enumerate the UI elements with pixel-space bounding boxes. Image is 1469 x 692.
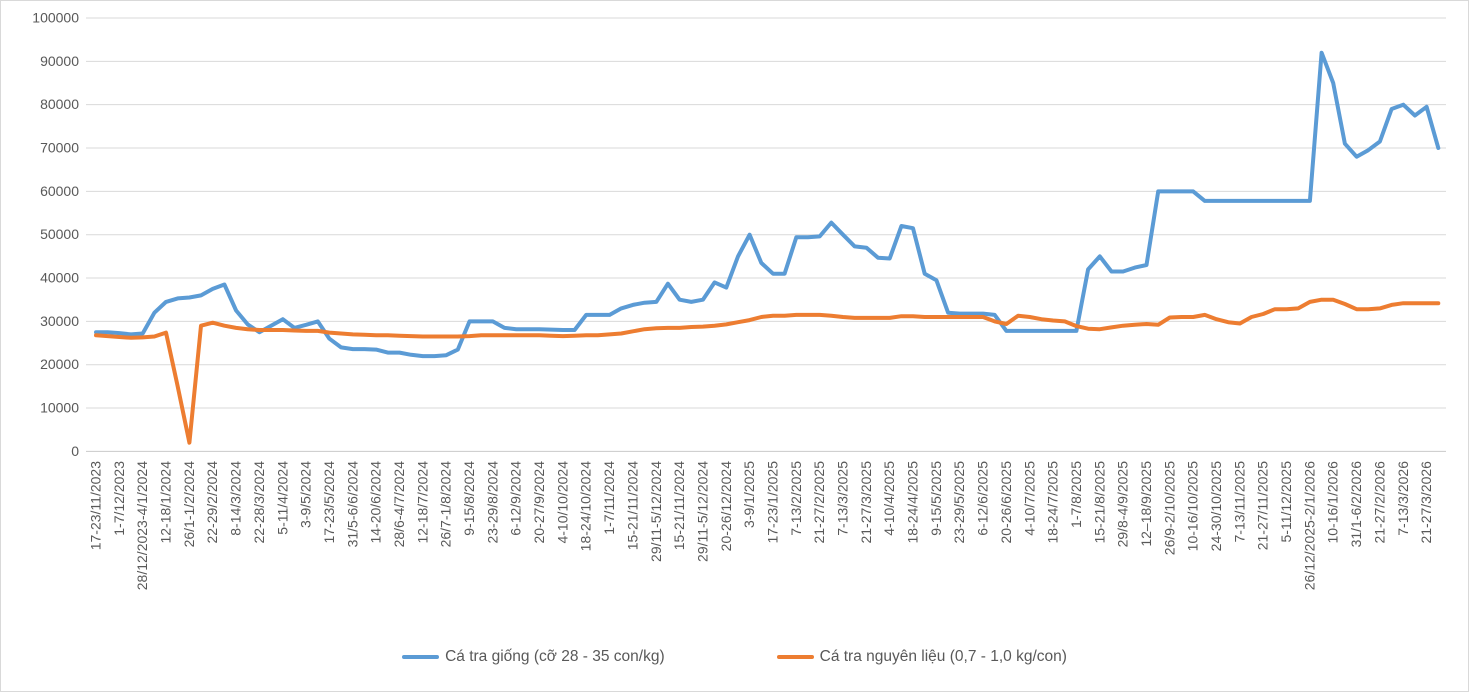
x-axis-label: 4-10/10/2024 (554, 461, 570, 544)
x-axis-label: 21-27/11/2025 (1255, 461, 1271, 550)
x-axis-label: 3-9/1/2025 (741, 461, 757, 528)
x-axis-label: 10-16/10/2025 (1185, 461, 1201, 552)
chart-legend: Cá tra giống (cỡ 28 - 35 con/kg) Cá tra … (1, 648, 1468, 666)
y-axis-label: 100000 (32, 10, 79, 26)
x-axis-label: 26/9-2/10/2025 (1161, 461, 1177, 555)
x-axis-label: 14-20/6/2024 (368, 461, 384, 544)
x-axis-label: 7-13/2/2025 (788, 461, 804, 536)
x-axis-label: 29/11-5/12/2024 (694, 461, 710, 562)
x-axis-label: 1-7/11/2024 (601, 461, 617, 535)
y-axis-label: 80000 (40, 96, 79, 112)
x-axis-label: 12-18/7/2024 (414, 461, 430, 544)
y-axis-label: 70000 (40, 140, 79, 156)
x-axis-label: 4-10/4/2025 (881, 461, 897, 536)
series-line-0 (94, 50, 1441, 359)
x-axis-label: 31/1-6/2/2026 (1348, 461, 1364, 548)
x-axis-label: 17-23/5/2024 (321, 461, 337, 544)
y-axis-label: 30000 (40, 313, 79, 329)
x-axis-label: 21-27/2/2026 (1371, 461, 1387, 544)
legend-label: Cá tra nguyên liệu (0,7 - 1,0 kg/con) (819, 648, 1067, 665)
legend-item-ca-tra-giong[interactable]: Cá tra giống (cỡ 28 - 35 con/kg) (402, 648, 665, 666)
x-axis-label: 1-7/8/2025 (1068, 461, 1084, 528)
x-axis-label: 18-24/10/2024 (578, 461, 594, 552)
x-axis-label: 17-23/1/2025 (764, 461, 780, 544)
x-axis-label: 31/5-6/6/2024 (344, 461, 360, 548)
y-axis-label: 60000 (40, 183, 79, 199)
x-axis-label: 26/7-1/8/2024 (438, 461, 454, 548)
x-axis-label: 23-29/5/2025 (951, 461, 967, 544)
x-axis-label: 15-21/11/2024 (671, 461, 687, 550)
x-axis-label: 21-27/3/2026 (1418, 461, 1434, 544)
x-axis-label: 7-13/3/2025 (835, 461, 851, 536)
legend-label: Cá tra giống (cỡ 28 - 35 con/kg) (445, 648, 665, 665)
x-axis-label: 21-27/2/2025 (811, 461, 827, 544)
y-axis-label: 0 (71, 443, 79, 459)
x-axis-label: 29/11-5/12/2024 (648, 461, 664, 562)
x-axis-label: 20-26/12/2024 (718, 461, 734, 552)
x-axis-label: 24-30/10/2025 (1208, 461, 1224, 552)
x-axis-label: 15-21/11/2024 (624, 461, 640, 550)
legend-line-orange-icon (776, 654, 814, 660)
y-axis-label: 10000 (40, 400, 79, 416)
series-line-1 (94, 297, 1441, 445)
y-axis-label: 90000 (40, 53, 79, 69)
x-axis-label: 5-11/4/2024 (274, 461, 290, 535)
x-axis-label: 5-11/12/2025 (1278, 461, 1294, 543)
x-axis-label: 1-7/12/2023 (111, 461, 127, 536)
x-axis-label: 9-15/8/2024 (461, 461, 477, 536)
x-axis-label: 3-9/5/2024 (298, 461, 314, 528)
legend-line-blue-icon (402, 654, 440, 660)
x-axis-label: 9-15/5/2025 (928, 461, 944, 536)
x-axis-label: 8-14/3/2024 (228, 461, 244, 536)
x-axis-label: 22-29/2/2024 (204, 461, 220, 544)
x-axis-label: 29/8-4/9/2025 (1115, 461, 1131, 548)
legend-item-ca-tra-nguyen-lieu[interactable]: Cá tra nguyên liệu (0,7 - 1,0 kg/con) (776, 648, 1067, 666)
x-axis-label: 26/12/2025-2/1/2026 (1301, 461, 1317, 590)
x-axis-label: 18-24/4/2025 (905, 461, 921, 544)
x-axis-label: 4-10/7/2025 (1021, 461, 1037, 536)
x-axis-label: 6-12/6/2025 (975, 461, 991, 536)
x-axis-label: 23-29/8/2024 (484, 461, 500, 544)
x-axis-label: 22-28/3/2024 (251, 461, 267, 544)
x-axis-label: 12-18/1/2024 (158, 461, 174, 544)
x-axis-label: 7-13/11/2025 (1231, 461, 1247, 543)
x-axis-label: 20-26/6/2025 (998, 461, 1014, 544)
x-axis-label: 18-24/7/2025 (1045, 461, 1061, 544)
x-axis-label: 12–18/9/2025 (1138, 461, 1154, 547)
x-axis-label: 20-27/9/2024 (531, 461, 547, 544)
x-axis-label: 6-12/9/2024 (508, 461, 524, 536)
x-axis-label: 28/6-4/7/2024 (391, 461, 407, 548)
x-axis-label: 10-16/1/2026 (1325, 461, 1341, 544)
x-axis-label: 15-21/8/2025 (1091, 461, 1107, 544)
y-axis-label: 40000 (40, 270, 79, 286)
x-axis-label: 26/1-1/2/2024 (181, 461, 197, 548)
x-axis-label: 21-27/3/2025 (858, 461, 874, 544)
x-axis-label: 7-13/3/2026 (1395, 461, 1411, 536)
y-axis-label: 20000 (40, 356, 79, 372)
x-axis-label: 17-23/11/2023 (88, 461, 104, 550)
y-axis-label: 50000 (40, 226, 79, 242)
x-axis-label: 28/12/2023-4/1/2024 (134, 461, 150, 590)
